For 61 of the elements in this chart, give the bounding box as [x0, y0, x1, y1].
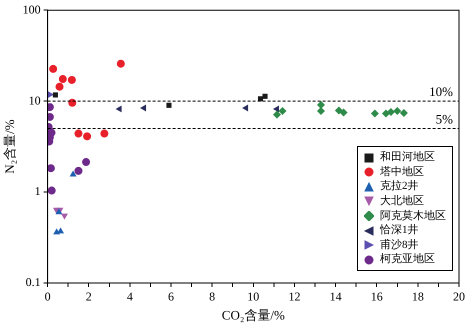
point: [49, 64, 58, 73]
x-tick-label: 2: [86, 289, 92, 304]
point: [272, 110, 281, 119]
x-tick-label: 14: [330, 289, 342, 304]
point: [48, 103, 54, 112]
x-axis-title: CO₂含量/%: [222, 308, 285, 323]
point: [48, 186, 56, 195]
point: [48, 112, 54, 121]
point: [166, 102, 172, 108]
point: [48, 164, 55, 172]
point: [340, 108, 348, 116]
point: [140, 104, 146, 112]
y-axis-title: N₂含量/%: [2, 119, 18, 174]
x-tick-label: 10: [247, 289, 260, 304]
legend-label: 恰深1井: [380, 223, 418, 238]
point: [370, 110, 379, 118]
point: [400, 109, 408, 118]
x-tick-label: 4: [126, 289, 133, 304]
point: [272, 106, 279, 112]
point: [316, 100, 325, 109]
point: [68, 76, 76, 84]
y-tick-label: 100: [22, 2, 41, 16]
x-tick-label: 0: [44, 289, 51, 304]
point: [61, 214, 68, 220]
point: [386, 108, 395, 116]
point: [393, 106, 402, 115]
point: [262, 94, 268, 99]
point: [82, 158, 90, 166]
legend-label: 阿克莫木地区: [380, 208, 446, 224]
point: [74, 166, 82, 175]
legend-label: 和田河地区: [380, 150, 435, 165]
point: [57, 227, 64, 234]
ref-line-label: 5%: [436, 111, 454, 126]
point: [74, 130, 82, 138]
point: [58, 75, 67, 84]
legend-label: 大北地区: [380, 194, 424, 209]
x-tick-label: 12: [288, 289, 300, 304]
legend-label: 塔中地区: [380, 164, 424, 180]
x-tick-label: 18: [412, 289, 424, 304]
point: [52, 92, 58, 98]
legend-label: 柯克亚地区: [380, 252, 435, 267]
point: [48, 91, 54, 98]
point: [56, 82, 64, 91]
point: [83, 132, 92, 140]
point: [278, 106, 287, 115]
x-tick-label: 20: [453, 289, 465, 304]
point: [334, 106, 343, 114]
x-tick-label: 16: [370, 289, 383, 304]
point: [116, 60, 125, 68]
point: [242, 104, 248, 112]
y-tick-label: 10: [28, 93, 41, 108]
x-tick-label: 8: [209, 289, 216, 304]
point: [100, 130, 108, 138]
point: [70, 170, 77, 177]
y-tick-label: 0.1: [26, 275, 41, 290]
x-tick-label: 6: [168, 289, 174, 304]
ref-line-label: 10%: [429, 84, 454, 100]
legend-label: 克拉2井: [380, 179, 418, 194]
point: [116, 106, 122, 112]
legend-label: 甫沙8井: [380, 238, 418, 252]
y-tick-label: 1: [34, 184, 41, 198]
